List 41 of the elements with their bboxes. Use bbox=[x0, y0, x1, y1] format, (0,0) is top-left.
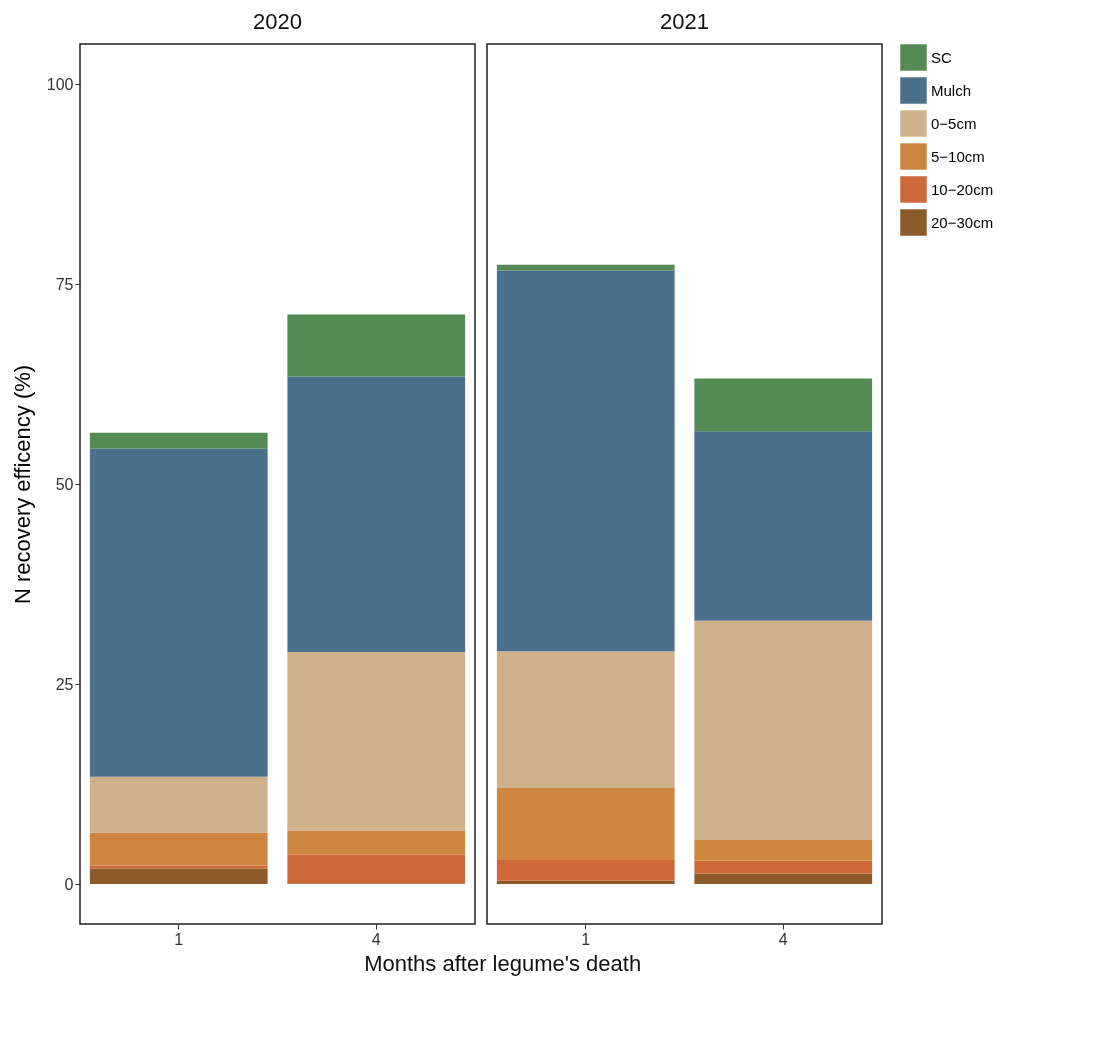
x-tick-label: 1 bbox=[174, 930, 184, 948]
y-tick-label: 50 bbox=[55, 475, 74, 493]
y-tick-label: 75 bbox=[55, 275, 74, 293]
bar bbox=[287, 830, 466, 855]
legend-label: 10−20cm bbox=[931, 180, 994, 198]
x-axis-title: Months after legume's death bbox=[364, 950, 642, 976]
bar bbox=[496, 270, 675, 652]
legend-label: 20−30cm bbox=[931, 213, 994, 231]
y-tick-label: 100 bbox=[46, 75, 74, 93]
bar bbox=[287, 314, 466, 377]
legend-label: 5−10cm bbox=[931, 147, 985, 165]
x-tick-label: 4 bbox=[778, 930, 788, 948]
bar bbox=[496, 651, 675, 788]
y-tick-label: 25 bbox=[55, 675, 74, 693]
bar bbox=[694, 378, 873, 432]
bar bbox=[89, 865, 268, 869]
bar bbox=[89, 868, 268, 884]
chart-title: 2021 bbox=[660, 9, 709, 34]
bar bbox=[89, 448, 268, 777]
bar bbox=[496, 880, 675, 884]
y-tick-label: 0 bbox=[64, 875, 74, 893]
bar bbox=[287, 854, 466, 884]
y-axis-title: N recovery efficency (%) bbox=[9, 364, 35, 605]
x-tick-label: 1 bbox=[581, 930, 591, 948]
bar bbox=[694, 873, 873, 884]
bar bbox=[89, 432, 268, 449]
bar bbox=[89, 832, 268, 866]
bar bbox=[287, 652, 466, 831]
bar bbox=[694, 860, 873, 874]
bar bbox=[496, 788, 675, 860]
legend-label: Mulch bbox=[931, 81, 972, 99]
bar bbox=[496, 860, 675, 881]
bar bbox=[694, 431, 873, 621]
legend-label: 0−5cm bbox=[931, 114, 977, 132]
chart-title: 2020 bbox=[253, 9, 302, 34]
bar bbox=[287, 376, 466, 652]
bar bbox=[694, 620, 873, 840]
bar bbox=[89, 776, 268, 833]
x-tick-label: 4 bbox=[371, 930, 381, 948]
bar bbox=[694, 840, 873, 861]
legend-label: SC bbox=[931, 48, 952, 66]
